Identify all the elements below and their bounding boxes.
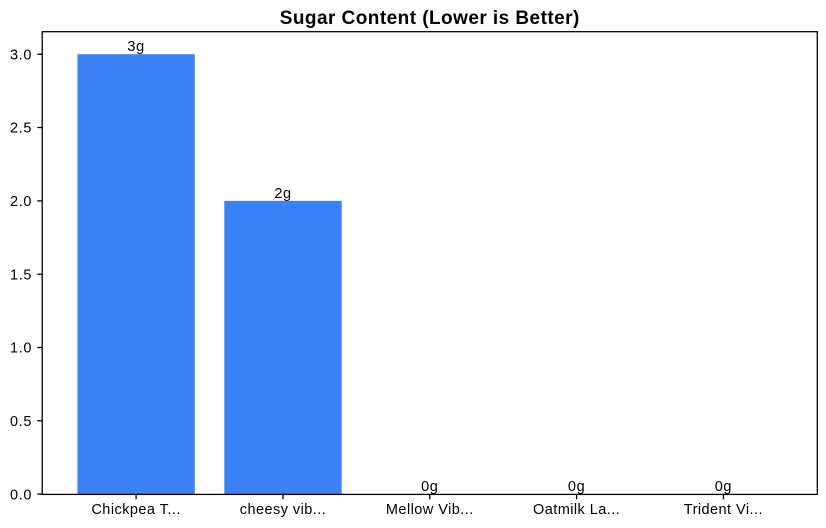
svg-text:0g: 0g [715, 479, 732, 495]
svg-text:2.5: 2.5 [10, 121, 32, 137]
svg-text:Chickpea T...: Chickpea T... [91, 502, 180, 518]
svg-text:2.0: 2.0 [10, 194, 32, 210]
svg-text:Mellow Vib...: Mellow Vib... [386, 502, 474, 518]
svg-text:1.5: 1.5 [10, 267, 32, 283]
svg-text:0.0: 0.0 [10, 487, 32, 503]
svg-text:Oatmilk La...: Oatmilk La... [533, 502, 620, 518]
svg-text:3g: 3g [127, 39, 144, 55]
svg-text:3.0: 3.0 [10, 47, 32, 63]
svg-text:Trident Vi...: Trident Vi... [684, 502, 763, 518]
svg-text:Sugar Content (Lower is Better: Sugar Content (Lower is Better) [280, 8, 580, 29]
svg-text:0g: 0g [421, 479, 438, 495]
svg-text:0g: 0g [568, 479, 585, 495]
svg-text:cheesy vib...: cheesy vib... [240, 502, 326, 518]
svg-text:1.0: 1.0 [10, 341, 32, 357]
svg-text:0.5: 0.5 [10, 414, 32, 430]
svg-text:2g: 2g [274, 186, 291, 202]
